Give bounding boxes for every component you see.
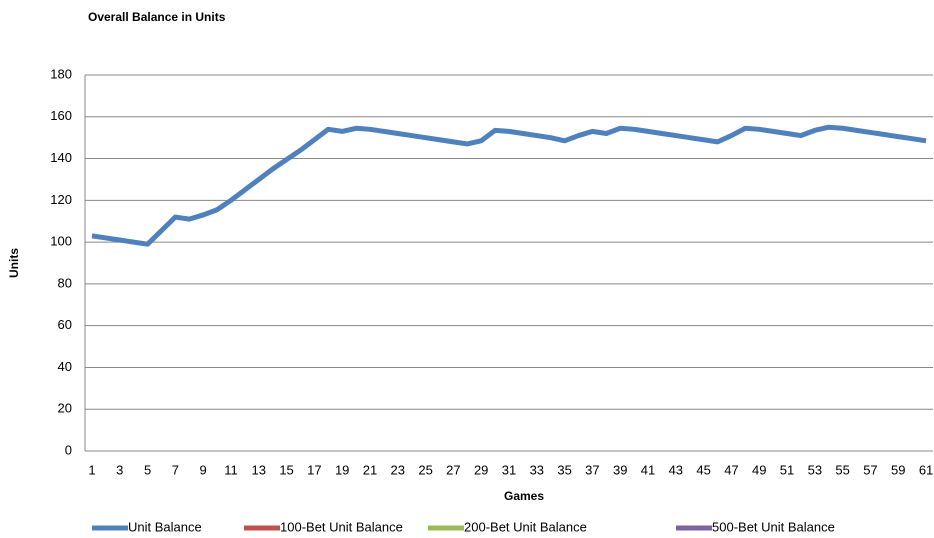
x-tick-label: 41 — [641, 462, 655, 477]
x-tick-label: 47 — [724, 462, 738, 477]
y-tick-label: 160 — [50, 108, 72, 123]
x-tick-label: 3 — [116, 462, 123, 477]
y-tick-label: 0 — [65, 442, 72, 457]
x-tick-label: 1 — [88, 462, 95, 477]
legend-label: Unit Balance — [128, 519, 202, 534]
series-line — [91, 124, 927, 247]
y-tick-label: 80 — [58, 275, 72, 290]
y-tick-label: 120 — [50, 192, 72, 207]
x-tick-label: 43 — [669, 462, 683, 477]
y-tick-label: 60 — [58, 317, 72, 332]
x-tick-label: 49 — [752, 462, 766, 477]
x-tick-label: 9 — [200, 462, 207, 477]
y-tick-label: 140 — [50, 150, 72, 165]
x-tick-label: 59 — [891, 462, 905, 477]
x-tick-label: 35 — [557, 462, 571, 477]
x-tick-label: 21 — [363, 462, 377, 477]
x-axis-label: Games — [504, 489, 544, 503]
x-tick-label: 51 — [780, 462, 794, 477]
legend-label: 500-Bet Unit Balance — [712, 519, 835, 534]
x-tick-label: 29 — [474, 462, 488, 477]
x-tick-label: 57 — [863, 462, 877, 477]
x-tick-label: 45 — [696, 462, 710, 477]
y-tick-label: 40 — [58, 359, 72, 374]
y-tick-label: 180 — [50, 66, 72, 81]
y-tick-label: 100 — [50, 234, 72, 249]
x-tick-label: 33 — [530, 462, 544, 477]
x-tick-label: 39 — [613, 462, 627, 477]
y-tick-label: 20 — [58, 401, 72, 416]
x-tick-label: 13 — [252, 462, 266, 477]
legend-label: 200-Bet Unit Balance — [464, 519, 587, 534]
x-tick-label: 55 — [835, 462, 849, 477]
x-tick-label: 25 — [418, 462, 432, 477]
x-tick-label: 5 — [144, 462, 151, 477]
x-tick-label: 31 — [502, 462, 516, 477]
chart-title: Overall Balance in Units — [88, 10, 226, 24]
x-tick-label: 11 — [224, 462, 238, 477]
x-tick-label: 61 — [919, 462, 933, 477]
x-tick-label: 37 — [585, 462, 599, 477]
legend-label: 100-Bet Unit Balance — [280, 519, 403, 534]
x-tick-label: 7 — [172, 462, 179, 477]
x-tick-label: 19 — [335, 462, 349, 477]
x-tick-label: 17 — [307, 462, 321, 477]
y-axis-label: Units — [7, 248, 21, 278]
x-tick-label: 15 — [279, 462, 293, 477]
x-tick-label: 27 — [446, 462, 460, 477]
x-tick-label: 23 — [391, 462, 405, 477]
x-tick-label: 53 — [808, 462, 822, 477]
